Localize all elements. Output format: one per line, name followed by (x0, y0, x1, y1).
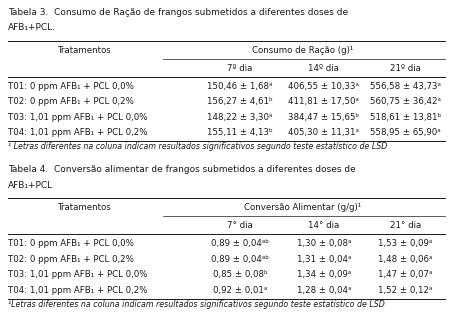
Text: ¹Letras diferentes na coluna indicam resultados significativos segundo teste est: ¹Letras diferentes na coluna indicam res… (8, 300, 385, 309)
Text: T03: 1,01 ppm AFB₁ + PCL 0,0%: T03: 1,01 ppm AFB₁ + PCL 0,0% (8, 270, 148, 279)
Text: 0,89 ± 0,04ᵃᵇ: 0,89 ± 0,04ᵃᵇ (211, 255, 269, 264)
Text: 0,89 ± 0,04ᵃᵇ: 0,89 ± 0,04ᵃᵇ (211, 239, 269, 248)
Text: 384,47 ± 15,65ᵇ: 384,47 ± 15,65ᵇ (288, 113, 360, 122)
Text: 405,30 ± 11,31ᵃ: 405,30 ± 11,31ᵃ (289, 128, 359, 137)
Text: 21° dia: 21° dia (390, 222, 421, 230)
Text: 411,81 ± 17,50ᵃ: 411,81 ± 17,50ᵃ (289, 97, 359, 106)
Text: Tabela 3.  Consumo de Ração de frangos submetidos a diferentes doses de: Tabela 3. Consumo de Ração de frangos su… (8, 8, 348, 17)
Text: Tratamentos: Tratamentos (58, 203, 111, 213)
Text: 14° dia: 14° dia (308, 222, 339, 230)
Text: T02: 0 ppm AFB₁ + PCL 0,2%: T02: 0 ppm AFB₁ + PCL 0,2% (8, 255, 134, 264)
Text: Consumo de Ração (g)¹: Consumo de Ração (g)¹ (252, 46, 354, 55)
Text: 1,30 ± 0,08ᵃ: 1,30 ± 0,08ᵃ (297, 239, 351, 248)
Text: 156,27 ± 4,61ᵇ: 156,27 ± 4,61ᵇ (207, 97, 273, 106)
Text: 1,28 ± 0,04ᵃ: 1,28 ± 0,04ᵃ (297, 286, 351, 295)
Text: AFB₁+PCL: AFB₁+PCL (8, 181, 53, 190)
Text: 1,53 ± 0,09ᵃ: 1,53 ± 0,09ᵃ (378, 239, 433, 248)
Text: 150,46 ± 1,68ᵃ: 150,46 ± 1,68ᵃ (207, 82, 273, 91)
Text: 21º dia: 21º dia (390, 64, 421, 73)
Text: Tratamentos: Tratamentos (58, 46, 111, 55)
Text: T01: 0 ppm AFB₁ + PCL 0,0%: T01: 0 ppm AFB₁ + PCL 0,0% (8, 239, 134, 248)
Text: 0,92 ± 0,01ᵃ: 0,92 ± 0,01ᵃ (213, 286, 267, 295)
Text: T04: 1,01 ppm AFB₁ + PCL 0,2%: T04: 1,01 ppm AFB₁ + PCL 0,2% (8, 128, 148, 137)
Text: 148,22 ± 3,30ᵃ: 148,22 ± 3,30ᵃ (207, 113, 273, 122)
Text: 155,11 ± 4,13ᵇ: 155,11 ± 4,13ᵇ (207, 128, 273, 137)
Text: T04: 1,01 ppm AFB₁ + PCL 0,2%: T04: 1,01 ppm AFB₁ + PCL 0,2% (8, 286, 148, 295)
Text: T02: 0 ppm AFB₁ + PCL 0,2%: T02: 0 ppm AFB₁ + PCL 0,2% (8, 97, 134, 106)
Text: 14º dia: 14º dia (308, 64, 339, 73)
Text: 556,58 ± 43,73ᵃ: 556,58 ± 43,73ᵃ (370, 82, 441, 91)
Text: 1,52 ± 0,12ᵃ: 1,52 ± 0,12ᵃ (378, 286, 433, 295)
Text: 1,31 ± 0,04ᵃ: 1,31 ± 0,04ᵃ (297, 255, 351, 264)
Text: 0,85 ± 0,08ᵇ: 0,85 ± 0,08ᵇ (213, 270, 267, 279)
Text: 518,61 ± 13,81ᵇ: 518,61 ± 13,81ᵇ (370, 113, 441, 122)
Text: AFB₁+PCL.: AFB₁+PCL. (8, 23, 56, 33)
Text: T01: 0 ppm AFB₁ + PCL 0,0%: T01: 0 ppm AFB₁ + PCL 0,0% (8, 82, 134, 91)
Text: 406,55 ± 10,33ᵃ: 406,55 ± 10,33ᵃ (289, 82, 359, 91)
Text: ¹ Letras diferentes na coluna indicam resultados significativos segundo teste es: ¹ Letras diferentes na coluna indicam re… (8, 142, 387, 151)
Text: Conversão Alimentar (g/g)¹: Conversão Alimentar (g/g)¹ (244, 203, 361, 213)
Text: T03: 1,01 ppm AFB₁ + PCL 0,0%: T03: 1,01 ppm AFB₁ + PCL 0,0% (8, 113, 148, 122)
Text: 7° dia: 7° dia (227, 222, 253, 230)
Text: 560,75 ± 36,42ᵃ: 560,75 ± 36,42ᵃ (370, 97, 441, 106)
Text: 7º dia: 7º dia (227, 64, 253, 73)
Text: Tabela 4.  Conversão alimentar de frangos submetidos a diferentes doses de: Tabela 4. Conversão alimentar de frangos… (8, 166, 356, 175)
Text: 558,95 ± 65,90ᵃ: 558,95 ± 65,90ᵃ (370, 128, 441, 137)
Text: 1,48 ± 0,06ᵃ: 1,48 ± 0,06ᵃ (378, 255, 433, 264)
Text: 1,47 ± 0,07ᵃ: 1,47 ± 0,07ᵃ (378, 270, 433, 279)
Text: 1,34 ± 0,09ᵃ: 1,34 ± 0,09ᵃ (297, 270, 351, 279)
